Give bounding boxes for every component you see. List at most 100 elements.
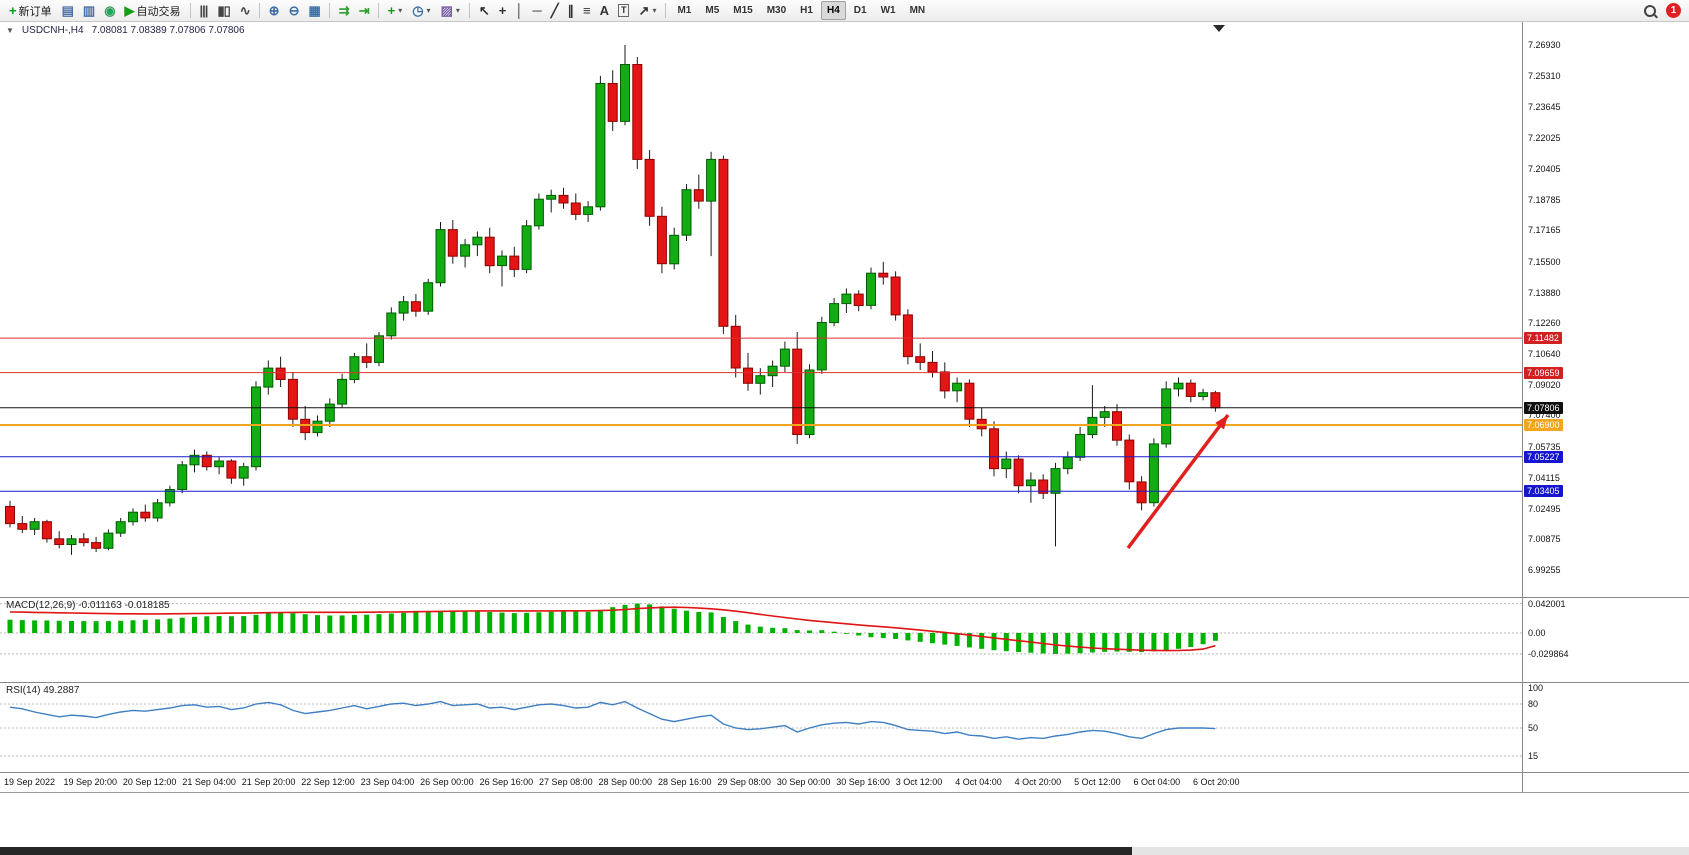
add-indicator-button[interactable]: + ▾ xyxy=(383,0,408,22)
line-chart-icon[interactable]: ∿ xyxy=(235,0,255,22)
channel-icon-glyph: ∥ xyxy=(567,3,574,18)
candle xyxy=(54,531,65,549)
time-axis-label: 19 Sep 2022 xyxy=(4,777,56,787)
candle xyxy=(1001,451,1012,479)
tf-mn[interactable]: MN xyxy=(909,5,926,16)
macd-histogram-bar xyxy=(831,631,837,633)
crosshair-icon[interactable]: + xyxy=(494,0,511,22)
candle xyxy=(497,250,507,287)
time-axis[interactable]: 19 Sep 2022 19 Sep 20:00 20 Sep 12:00 21 Se… xyxy=(0,773,1522,792)
tf-m1[interactable]: M1 xyxy=(677,5,692,16)
candle xyxy=(804,364,815,439)
candle xyxy=(632,57,643,169)
tf-m15[interactable]: M15 xyxy=(733,5,753,16)
time-axis-label: 30 Sep 16:00 xyxy=(836,777,890,787)
horizontal-scrollbar[interactable] xyxy=(0,847,1689,855)
rsi-panel[interactable] xyxy=(0,683,1522,772)
trend-arrow-head xyxy=(1215,415,1228,430)
search-icon[interactable] xyxy=(1644,4,1656,17)
tf-m30[interactable]: M30 xyxy=(766,5,787,16)
macd-histogram-bar xyxy=(794,630,800,633)
macd-panel[interactable] xyxy=(0,598,1522,682)
bar-chart-icon[interactable]: ||| xyxy=(195,0,213,22)
macd-histogram-bar xyxy=(376,614,382,633)
zoom-out-icon[interactable]: ⊖ xyxy=(284,0,304,22)
macd-histogram-bar xyxy=(388,613,394,633)
new-order-button[interactable]: + 新订单 xyxy=(4,0,57,22)
auto-trading-icon: ▶ xyxy=(124,3,135,18)
toolbar-separator xyxy=(328,3,330,18)
notification-badge[interactable]: 1 xyxy=(1666,3,1681,18)
shapes-button[interactable]: ↗ ▾ xyxy=(634,0,662,22)
macd-histogram-bar xyxy=(868,633,874,638)
chart-window: ▼ USDCNH-,H4 7.08081 7.08389 7.07806 7.0… xyxy=(0,22,1689,793)
candle xyxy=(1025,472,1036,503)
macd-histogram-bar xyxy=(228,616,234,633)
tf-h1[interactable]: H1 xyxy=(800,5,813,16)
tf-w1[interactable]: W1 xyxy=(880,5,896,16)
chevron-down-icon: ▾ xyxy=(652,6,657,15)
toolbar-group-drawing: ↖ + │ ─ ╱ ∥ ≡ A T ↗ ▾ xyxy=(474,0,662,22)
chart-shift-marker[interactable] xyxy=(1213,25,1225,32)
price-chart[interactable] xyxy=(0,22,1522,597)
macd-histogram-bar xyxy=(339,615,345,633)
price-axis-label: 7.12260 xyxy=(1528,318,1561,329)
macd-histogram-bar xyxy=(44,620,50,633)
cursor-icon[interactable]: ↖ xyxy=(474,0,494,22)
macd-histogram-bar xyxy=(413,612,419,633)
channel-icon[interactable]: ∥ xyxy=(563,0,579,22)
price-axis-label: 7.10640 xyxy=(1528,349,1561,360)
macd-histogram-bar xyxy=(1212,633,1218,641)
data-window-icon[interactable]: ▥ xyxy=(78,0,99,22)
label-icon[interactable]: T xyxy=(613,0,634,22)
chart-shift-icon[interactable]: ⇥ xyxy=(354,0,374,22)
time-axis-label: 29 Sep 08:00 xyxy=(717,777,771,787)
macd-histogram-bar xyxy=(450,610,456,633)
vertical-line-icon[interactable]: │ xyxy=(510,0,527,22)
macd-histogram-bar xyxy=(216,616,222,633)
candle xyxy=(91,536,102,553)
macd-histogram-bar xyxy=(118,620,124,634)
auto-trading-button[interactable]: ▶ 自动交易 xyxy=(120,0,186,22)
panel-separator[interactable] xyxy=(0,772,1689,773)
tf-d1[interactable]: D1 xyxy=(853,5,867,16)
periods-button[interactable]: ◷ ▾ xyxy=(407,0,435,22)
macd-histogram-bar xyxy=(302,614,308,633)
macd-histogram-bar xyxy=(204,616,210,633)
macd-histogram-bar xyxy=(770,627,776,634)
macd-histogram-bar xyxy=(930,633,935,644)
trendline-icon[interactable]: ╱ xyxy=(546,0,563,22)
text-icon[interactable]: A xyxy=(595,0,613,22)
chevron-down-icon: ▾ xyxy=(455,6,460,15)
candle xyxy=(226,459,237,484)
macd-histogram-bar xyxy=(93,621,99,633)
one-click-trading-toggle-icon[interactable]: ▼ xyxy=(6,26,14,35)
panel-separator[interactable] xyxy=(0,597,1689,598)
price-axis[interactable]: 7.26930 7.25310 7.23645 7.22025 7.20405 7.187… xyxy=(1522,22,1689,792)
fibonacci-icon[interactable]: ≡ xyxy=(578,0,595,22)
macd-histogram-bar xyxy=(487,612,493,633)
macd-histogram-bar xyxy=(905,633,911,641)
horizontal-line-icon[interactable]: ─ xyxy=(528,0,546,22)
candle xyxy=(1099,406,1110,427)
templates-button[interactable]: ▨ ▾ xyxy=(436,0,465,22)
candlestick-chart-icon[interactable]: ▮▯ xyxy=(212,0,234,22)
tf-h4[interactable]: H4 xyxy=(820,1,846,20)
zoom-in-icon[interactable]: ⊕ xyxy=(264,0,284,22)
macd-histogram-bar xyxy=(81,621,87,633)
toolbar-group-trading: + 新订单 ▤ ▥ ◉ ▶ 自动交易 xyxy=(4,0,186,22)
tf-m5[interactable]: M5 xyxy=(705,5,720,16)
candle xyxy=(41,519,52,543)
panel-separator[interactable] xyxy=(0,682,1689,683)
macd-histogram-bar xyxy=(548,611,554,633)
candle xyxy=(1062,451,1073,475)
trend-arrow[interactable] xyxy=(1126,413,1230,550)
candle xyxy=(29,517,40,535)
printer-icon[interactable]: ▤ xyxy=(57,0,78,22)
macd-histogram-bar xyxy=(315,615,320,633)
horizontal-scrollbar-thumb[interactable] xyxy=(0,847,1132,855)
navigator-icon[interactable]: ◉ xyxy=(99,0,119,22)
auto-scroll-icon[interactable]: ⇉ xyxy=(334,0,354,22)
macd-histogram-bar xyxy=(130,620,136,633)
tile-windows-icon[interactable]: ▦ xyxy=(303,0,324,22)
